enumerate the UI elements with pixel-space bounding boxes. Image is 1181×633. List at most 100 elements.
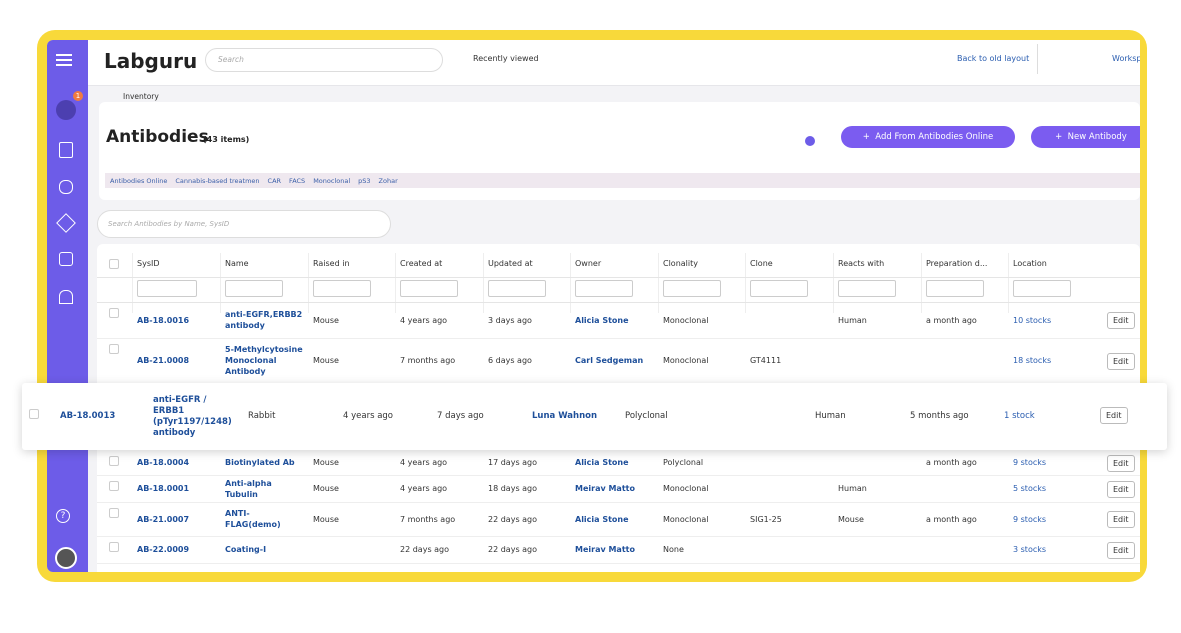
floating-row[interactable]: AB-18.0013 anti-EGFR / ERBB1 (pTyr1197/12… [22,383,1167,450]
tag[interactable]: CAR [267,176,282,185]
row-checkbox[interactable] [109,308,119,318]
cell[interactable]: AB-21.0007 [137,514,190,524]
cell[interactable]: AB-18.0013 [60,411,116,421]
filter-input[interactable] [1013,280,1071,297]
cell: 7 days ago [437,411,484,421]
search-box[interactable]: Search [205,48,443,72]
header-checkbox[interactable] [109,259,119,269]
cell[interactable]: 9 stocks [1013,458,1047,467]
tag[interactable]: Cannabis-based treatmen [175,176,260,185]
cell[interactable]: AB-18.0004 [137,458,190,467]
column-divider [1008,253,1009,313]
cell: 6 days ago [488,356,532,365]
filter-input[interactable] [313,280,371,297]
cell[interactable]: Alicia Stone [575,315,629,325]
column-header[interactable]: Reacts with [838,259,885,268]
menu-icon[interactable] [56,54,72,56]
cell[interactable]: ANTI-FLAG(demo) [225,509,281,529]
edit-button[interactable]: Edit [1100,407,1128,424]
app: 1 ? Labguru Search Recently viewed Back … [47,40,1140,572]
row-checkbox[interactable] [109,481,119,491]
filter-input[interactable] [926,280,984,297]
cell[interactable]: AB-18.0001 [137,484,190,493]
back-link[interactable]: Back to old layout [957,54,1030,63]
edit-button[interactable]: Edit [1107,454,1135,472]
tag[interactable]: Zohar [378,176,398,185]
filter-input[interactable] [750,280,808,297]
cell[interactable]: 5-Methylcytosine Monoclonal Antibody [225,345,303,376]
cell[interactable]: Alicia Stone [575,514,629,524]
cell[interactable]: 18 stocks [1013,356,1052,365]
row-checkbox[interactable] [109,542,119,552]
column-header[interactable]: Created at [400,259,443,268]
cell: Polyclonal [625,411,668,421]
cell[interactable]: Carl Sedgeman [575,356,644,365]
help-icon[interactable]: ? [56,509,70,523]
row-checkbox[interactable] [109,344,119,354]
row-checkbox[interactable] [109,508,119,518]
tag[interactable]: Monoclonal [313,176,351,185]
nav-icon[interactable] [59,142,73,158]
column-header[interactable]: Raised in [313,259,350,268]
cell[interactable]: anti-EGFR,ERBB2 antibody [225,310,303,330]
row-border [97,536,1140,537]
cell[interactable]: AB-21.0008 [137,356,190,365]
logo[interactable]: Labguru [104,49,198,73]
tag[interactable]: pS3 [358,176,371,185]
table-search[interactable]: Search Antibodies by Name, SysID [97,210,391,238]
cell[interactable]: AB-22.0009 [137,545,190,554]
cell[interactable]: Alicia Stone [575,458,629,467]
column-header[interactable]: Location [1013,259,1047,268]
cell[interactable]: anti-alpha [225,563,305,572]
edit-button[interactable]: Edit [1107,480,1135,498]
row-checkbox[interactable] [109,456,119,466]
cell[interactable]: anti-EGFR / ERBB1 (pTyr1197/1248) antibo… [153,394,232,438]
column-header[interactable]: Clonality [663,259,698,268]
cell[interactable]: 5 stocks [1013,484,1047,493]
tag[interactable]: Antibodies Online [110,176,168,185]
inventory-icon[interactable] [56,100,76,120]
recently-viewed[interactable]: Recently viewed [473,54,539,63]
column-header[interactable]: Updated at [488,259,533,268]
cell[interactable]: 10 stocks [1013,315,1052,325]
edit-button[interactable]: Edit [1107,312,1135,329]
nav-icon[interactable] [59,290,73,304]
edit-button[interactable]: Edit [1107,511,1135,528]
workspace-link[interactable]: Workspace [1112,54,1140,63]
cell[interactable]: Meirav Matto [575,545,635,554]
column-header[interactable]: Clone [750,259,773,268]
breadcrumb[interactable]: Inventory [123,92,159,101]
edit-button[interactable]: Edit [1107,352,1135,370]
filter-input[interactable] [488,280,546,297]
column-header[interactable]: SysID [137,259,160,268]
nav-icon[interactable] [56,213,76,233]
cell[interactable]: Anti-alpha Tubulin [225,478,272,499]
filter-input[interactable] [663,280,721,297]
cell[interactable]: AB-18.0016 [137,315,190,325]
filter-input[interactable] [838,280,896,297]
column-header[interactable]: Name [225,259,249,268]
nav-icon[interactable] [59,180,73,194]
cell[interactable]: Meirav Matto [575,484,635,493]
nav-icon[interactable] [59,252,73,266]
filter-input[interactable] [137,280,197,297]
button-label: New Antibody [1067,132,1127,142]
edit-button[interactable]: Edit [1107,541,1135,559]
cell[interactable]: 9 stocks [1013,514,1047,524]
filter-input[interactable] [575,280,633,297]
cell[interactable]: 1 stock [1004,411,1035,421]
cell[interactable]: Coating-I [225,545,267,554]
avatar[interactable] [55,547,77,569]
column-header[interactable]: Owner [575,259,602,268]
share-icon[interactable] [805,136,815,146]
filter-input[interactable] [400,280,458,297]
column-header[interactable]: Preparation d... [926,259,988,268]
row-checkbox[interactable] [29,409,39,419]
filter-input[interactable] [225,280,283,297]
new-button[interactable]: + New Antibody [1031,126,1140,148]
cell[interactable]: Biotinylated Ab [225,458,295,467]
tag[interactable]: FACS [289,176,306,185]
cell[interactable]: Luna Wahnon [532,411,598,421]
add-online-button[interactable]: + Add From Antibodies Online [841,126,1015,148]
cell[interactable]: 3 stocks [1013,545,1047,554]
